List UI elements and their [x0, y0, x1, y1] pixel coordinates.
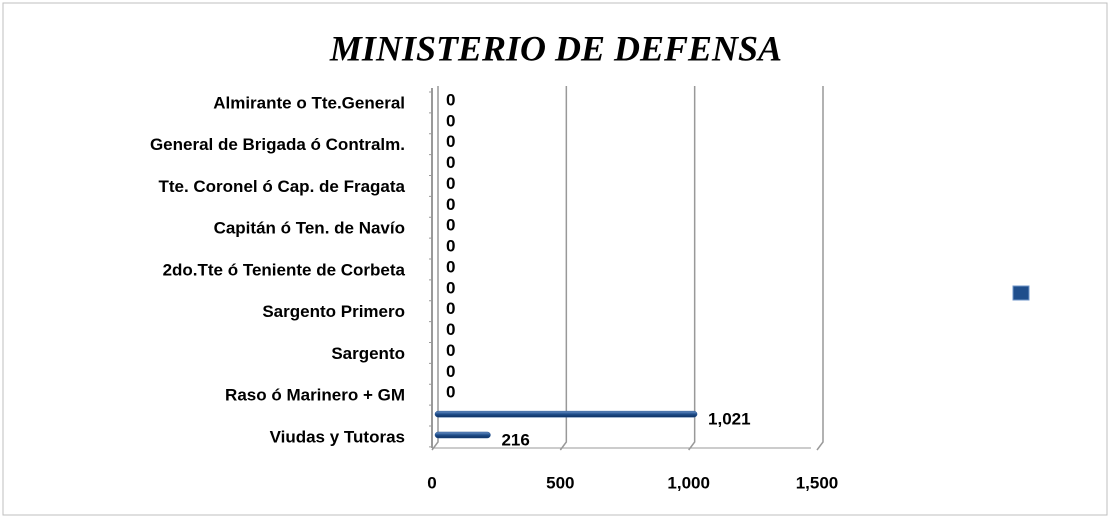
y-tick-label: 2do.Tte ó Teniente de Corbeta — [163, 260, 406, 279]
value-label: 0 — [446, 320, 455, 339]
value-label: 0 — [446, 237, 455, 256]
x-tick-label: 0 — [427, 473, 436, 492]
value-label: 0 — [446, 216, 455, 235]
grid-line — [559, 86, 568, 451]
value-label: 0 — [446, 257, 455, 276]
value-label: 0 — [446, 153, 455, 172]
value-label: 0 — [446, 341, 455, 360]
y-tick-label: Viudas y Tutoras — [270, 427, 405, 446]
bar — [434, 410, 698, 418]
value-label: 0 — [446, 174, 455, 193]
x-tick-label: 1,500 — [796, 473, 839, 492]
value-label: 1,021 — [708, 410, 751, 429]
value-label: 0 — [446, 362, 455, 381]
y-tick-label: Raso ó Marinero + GM — [225, 386, 405, 405]
grid-line — [816, 86, 824, 451]
y-tick-label: Capitán ó Ten. de Navío — [214, 219, 405, 238]
value-label: 0 — [446, 383, 455, 402]
y-tick-label: Sargento Primero — [262, 302, 405, 321]
value-label: 0 — [446, 299, 455, 318]
grid-line — [431, 86, 439, 451]
value-label: 0 — [446, 195, 455, 214]
chart-title: MINISTERIO DE DEFENSA — [329, 28, 782, 68]
value-label: 0 — [446, 278, 455, 297]
bar — [434, 431, 491, 439]
chart-border — [2, 2, 1108, 516]
y-tick-label: Tte. Coronel ó Cap. de Fragata — [158, 177, 405, 196]
grid-line — [688, 86, 696, 451]
y-tick-label: Sargento — [331, 344, 405, 363]
legend-swatch — [1012, 285, 1030, 301]
value-label: 216 — [501, 430, 529, 449]
value-label: 0 — [446, 132, 455, 151]
value-label: 0 — [446, 90, 455, 109]
value-label: 0 — [446, 111, 455, 130]
x-tick-label: 500 — [546, 473, 574, 492]
y-tick-label: General de Brigada ó Contralm. — [150, 135, 405, 154]
y-tick-label: Almirante o Tte.General — [213, 93, 405, 112]
x-tick-label: 1,000 — [667, 473, 710, 492]
